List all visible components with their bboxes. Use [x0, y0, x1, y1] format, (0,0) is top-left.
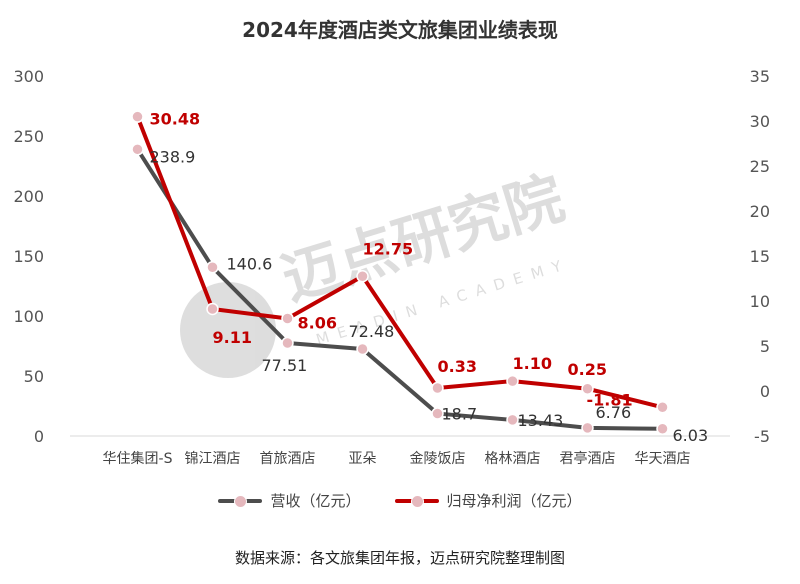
legend-label-revenue: 营收（亿元）	[270, 492, 361, 510]
point-revenue-4	[431, 407, 444, 420]
x-tick-label-1: 锦江酒店	[185, 450, 241, 467]
y-left-tick-label-0: 0	[34, 427, 44, 446]
data-label-revenue-4: 18.7	[442, 405, 478, 424]
y-right-tick-label-2: 5	[760, 337, 770, 356]
y-left-tick-label-1: 50	[24, 367, 44, 386]
point-revenue-7	[656, 422, 669, 436]
x-tick-label-3: 亚朵	[349, 451, 377, 467]
point-profit-5	[506, 374, 519, 388]
y-right-tick-label-1: 0	[760, 382, 770, 401]
y-right-tick-label-7: 30	[750, 112, 770, 131]
series-line-profit	[135, 115, 663, 410]
watermark-text: 迈点研究院	[274, 164, 571, 314]
legend: 营收（亿元） 归母净利润（亿元）	[0, 490, 800, 511]
y-left-tick-label-5: 250	[13, 127, 44, 146]
data-label-profit-1: 9.11	[213, 328, 252, 347]
point-profit-1	[206, 302, 219, 316]
point-revenue-6	[581, 421, 594, 435]
y-right-tick-label-5: 20	[750, 202, 770, 221]
point-profit-0	[131, 110, 144, 123]
point-revenue-5	[506, 413, 519, 427]
data-label-profit-4: 0.33	[438, 357, 477, 376]
data-label-profit-7: -1.81	[587, 390, 633, 409]
data-label-profit-3: 12.75	[363, 239, 414, 258]
y-left-tick-label-2: 100	[13, 307, 44, 326]
legend-item-revenue: 营收（亿元）	[218, 490, 361, 511]
y-left-tick-label-6: 300	[13, 67, 44, 86]
x-tick-label-2: 首旅酒店	[260, 451, 316, 467]
y-axis-right: -5 0 5 10 15 20 25 30 35	[750, 67, 770, 446]
chart-source: 数据来源：各文旅集团年报，迈点研究院整理制图	[234, 549, 565, 567]
data-label-profit-6: 0.25	[568, 360, 607, 379]
x-tick-label-4: 金陵饭店	[410, 451, 466, 467]
y-right-tick-label-8: 35	[750, 67, 770, 86]
data-label-revenue-3: 72.48	[349, 322, 395, 341]
legend-swatch-profit	[394, 494, 439, 508]
x-tick-label-7: 华天酒店	[635, 451, 691, 467]
data-label-revenue-1: 140.6	[227, 254, 273, 273]
point-profit-6	[581, 382, 594, 395]
data-label-revenue-6: 6.76	[596, 403, 632, 422]
y-left-tick-label-3: 150	[13, 247, 44, 266]
legend-label-profit: 归母净利润（亿元）	[446, 492, 582, 510]
data-label-revenue-2: 77.51	[262, 356, 308, 375]
x-tick-label-0: 华住集团-S	[103, 450, 173, 467]
point-revenue-2	[281, 336, 294, 350]
data-label-profit-5: 1.10	[513, 354, 552, 373]
y-right-tick-label-3: 10	[750, 292, 770, 311]
series-line-revenue	[135, 148, 663, 431]
y-right-tick-label-0: -5	[754, 427, 770, 446]
x-tick-label-6: 君亭酒店	[560, 450, 616, 467]
data-label-revenue-0: 238.9	[150, 147, 196, 166]
point-revenue-1	[206, 261, 219, 274]
series-layer: 238.9 140.6 77.51 72.48 18.7 13.43 6.76 6.03 30.…	[131, 110, 709, 445]
point-profit-3	[356, 270, 369, 283]
point-profit-2	[281, 312, 294, 325]
legend-swatch-revenue	[218, 494, 263, 508]
point-profit-4	[431, 381, 444, 395]
data-label-revenue-7: 6.03	[673, 426, 709, 445]
point-profit-7	[656, 401, 669, 414]
x-axis: 华住集团-S 锦江酒店 首旅酒店 亚朵 金陵饭店 格林酒店 君亭酒店 华天酒店	[70, 435, 730, 467]
chart-title: 2024年度酒店类文旅集团业绩表现	[242, 18, 558, 42]
point-revenue-3	[356, 342, 369, 356]
point-revenue-0	[131, 143, 144, 156]
y-axis-left: 0 50 100 150 200 250 300	[13, 67, 44, 446]
y-left-tick-label-4: 200	[13, 187, 44, 206]
x-tick-label-5: 格林酒店	[485, 451, 541, 467]
data-label-profit-0: 30.48	[150, 110, 201, 129]
y-right-tick-label-4: 15	[750, 247, 770, 266]
data-label-revenue-5: 13.43	[518, 411, 564, 430]
y-right-tick-label-6: 25	[750, 157, 770, 176]
data-label-profit-2: 8.06	[298, 313, 337, 332]
legend-item-profit: 归母净利润（亿元）	[394, 490, 582, 511]
